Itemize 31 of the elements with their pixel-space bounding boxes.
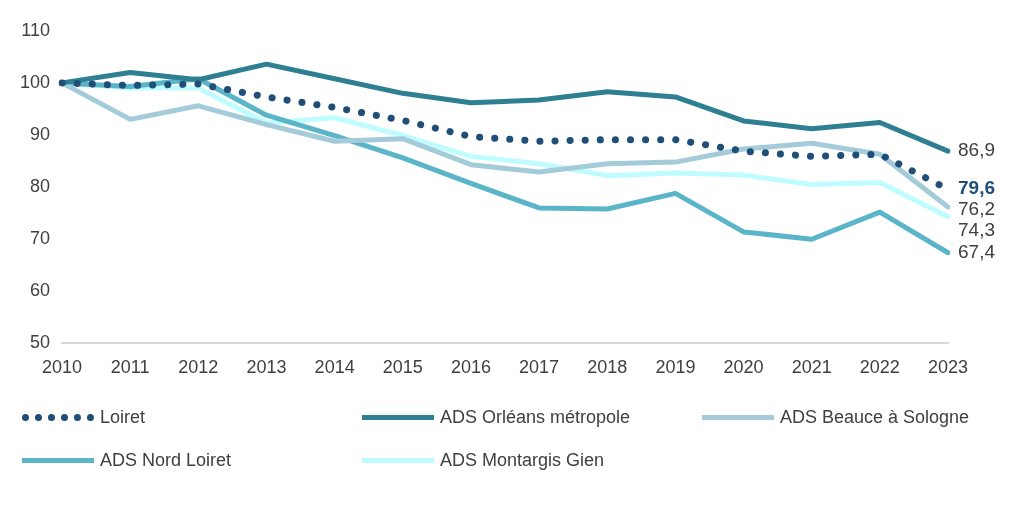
data-label: 86,9: [958, 139, 995, 161]
x-tick-label: 2022: [859, 357, 900, 378]
x-tick-label: 2023: [927, 357, 969, 378]
x-tick-label: 2012: [178, 357, 219, 378]
x-tick-label: 2013: [246, 357, 287, 378]
y-tick-label: 100: [19, 71, 51, 92]
x-tick-label: 2019: [655, 357, 696, 378]
data-label: 76,2: [958, 198, 995, 220]
legend-label: ADS Beauce à Sologne: [780, 407, 970, 428]
y-tick-label: 60: [30, 280, 51, 301]
x-tick-label: 2021: [791, 357, 832, 378]
data-label: 74,3: [958, 219, 995, 241]
y-tick-label: 80: [30, 176, 51, 197]
y-tick-label: 70: [30, 228, 51, 249]
x-tick-label: 2014: [314, 357, 355, 378]
data-label: 67,4: [958, 240, 996, 262]
x-tick-label: 2010: [42, 357, 83, 378]
legend-label: Loiret: [100, 407, 146, 428]
x-tick-label: 2020: [723, 357, 764, 378]
x-tick-label: 2011: [110, 357, 150, 378]
data-label: 79,6: [958, 177, 995, 199]
legend-label: ADS Orléans métropole: [440, 407, 631, 428]
x-tick-label: 2017: [519, 357, 560, 378]
y-tick-label: 50: [30, 332, 51, 353]
x-tick-label: 2016: [450, 357, 491, 378]
legend-label: ADS Nord Loiret: [100, 450, 232, 471]
y-tick-label: 110: [21, 19, 51, 40]
legend-label: ADS Montargis Gien: [440, 450, 605, 471]
x-tick-label: 2015: [382, 357, 423, 378]
y-tick-label: 90: [30, 123, 51, 144]
x-tick-label: 2018: [587, 357, 628, 378]
